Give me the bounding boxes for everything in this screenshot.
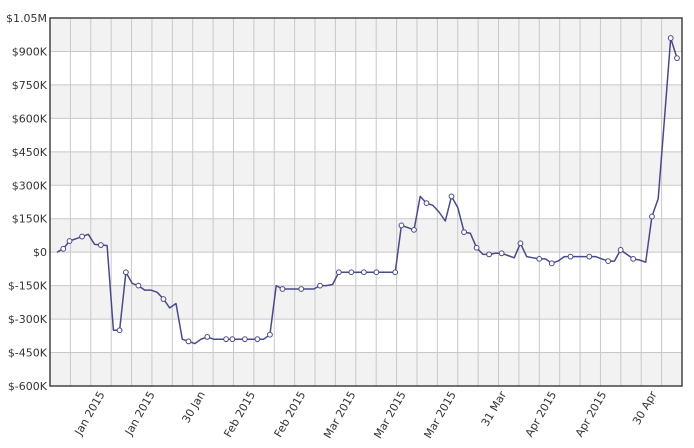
y-tick-label: $300K	[12, 179, 48, 192]
x-tick-label: 30 Apr	[630, 389, 660, 428]
data-point	[411, 226, 417, 233]
data-point	[674, 55, 680, 62]
y-tick-label: $-450K	[8, 347, 48, 360]
data-point	[223, 336, 229, 343]
data-point	[392, 269, 399, 276]
x-tick-label: Apr 2015	[573, 389, 610, 439]
data-point	[617, 247, 624, 253]
x-tick-label: Mar 2015	[421, 389, 458, 441]
data-point	[97, 242, 104, 248]
data-point	[360, 269, 367, 276]
data-point	[60, 245, 67, 252]
data-point	[586, 253, 593, 260]
data-point	[461, 229, 467, 236]
data-point	[536, 255, 543, 262]
plot-band	[50, 185, 682, 219]
plot-band	[50, 18, 682, 52]
data-point	[667, 35, 674, 41]
x-tick-label: 30 Jan	[179, 389, 207, 425]
x-tick-label: Feb 2015	[221, 389, 258, 440]
y-tick-label: $750K	[12, 79, 48, 92]
x-gridlines	[69, 18, 663, 386]
data-point	[135, 282, 142, 289]
data-point	[160, 296, 167, 302]
y-tick-label: $-600K	[8, 380, 48, 393]
data-point	[66, 238, 73, 244]
y-tick-label: $-150K	[8, 280, 48, 293]
plot-band	[50, 84, 682, 119]
data-point	[486, 251, 493, 258]
data-point	[298, 286, 305, 292]
data-point	[498, 250, 505, 257]
x-axis-tick-labels: Jan 2015 Jan 2015 30 Jan Feb 2015 Feb 2015 Ma…	[72, 389, 660, 441]
y-tick-label: $900K	[12, 45, 48, 58]
data-point	[567, 253, 574, 260]
data-point	[122, 269, 129, 276]
x-tick-label: Feb 2015	[272, 389, 309, 440]
plot-band	[50, 352, 682, 386]
y-tick-label: $1.05M	[6, 12, 47, 25]
y-axis-tick-labels: $-600K $-450K $-300K $-150K $0 $150K $300K $450…	[6, 12, 48, 393]
plot-border	[49, 17, 683, 387]
data-point	[229, 336, 236, 343]
data-point	[317, 282, 323, 289]
x-tick-label: Jan 2015	[122, 389, 158, 438]
plot-band	[50, 218, 682, 253]
x-tick-label: Mar 2015	[321, 389, 358, 441]
plot-band	[50, 51, 682, 85]
data-point	[279, 286, 286, 292]
y-tick-label: $150K	[12, 213, 48, 226]
data-point	[398, 222, 405, 229]
data-point	[116, 327, 123, 334]
data-point	[630, 255, 637, 262]
data-point	[517, 240, 524, 247]
data-point	[241, 336, 248, 343]
y-tick-label: $450K	[12, 146, 48, 159]
plot-band	[50, 319, 682, 353]
plot-band	[50, 151, 682, 186]
data-point	[423, 200, 430, 207]
data-point	[335, 269, 342, 276]
y-tick-label: $-300K	[8, 313, 48, 326]
data-point	[649, 213, 655, 220]
plot-background-bands	[50, 18, 682, 386]
x-tick-label: Mar 2015	[371, 389, 408, 441]
y-tick-label: $600K	[12, 112, 48, 125]
series-line	[56, 37, 678, 345]
data-point	[267, 331, 273, 338]
plot-band	[50, 118, 682, 152]
x-tick-label: 31 Mar	[479, 389, 510, 429]
data-point	[473, 244, 480, 251]
data-point	[204, 334, 211, 340]
x-tick-label: Apr 2015	[523, 389, 560, 439]
data-point	[548, 260, 555, 267]
data-point	[373, 269, 380, 276]
data-point	[79, 233, 85, 240]
x-tick-label: Jan 2015	[72, 389, 108, 438]
data-point	[185, 338, 192, 345]
series-group	[56, 35, 680, 345]
plot-band	[50, 252, 682, 286]
data-point	[348, 269, 355, 276]
y-tick-label: $0	[33, 246, 47, 259]
data-point	[605, 258, 612, 265]
data-point	[254, 336, 261, 343]
data-point	[448, 193, 455, 200]
